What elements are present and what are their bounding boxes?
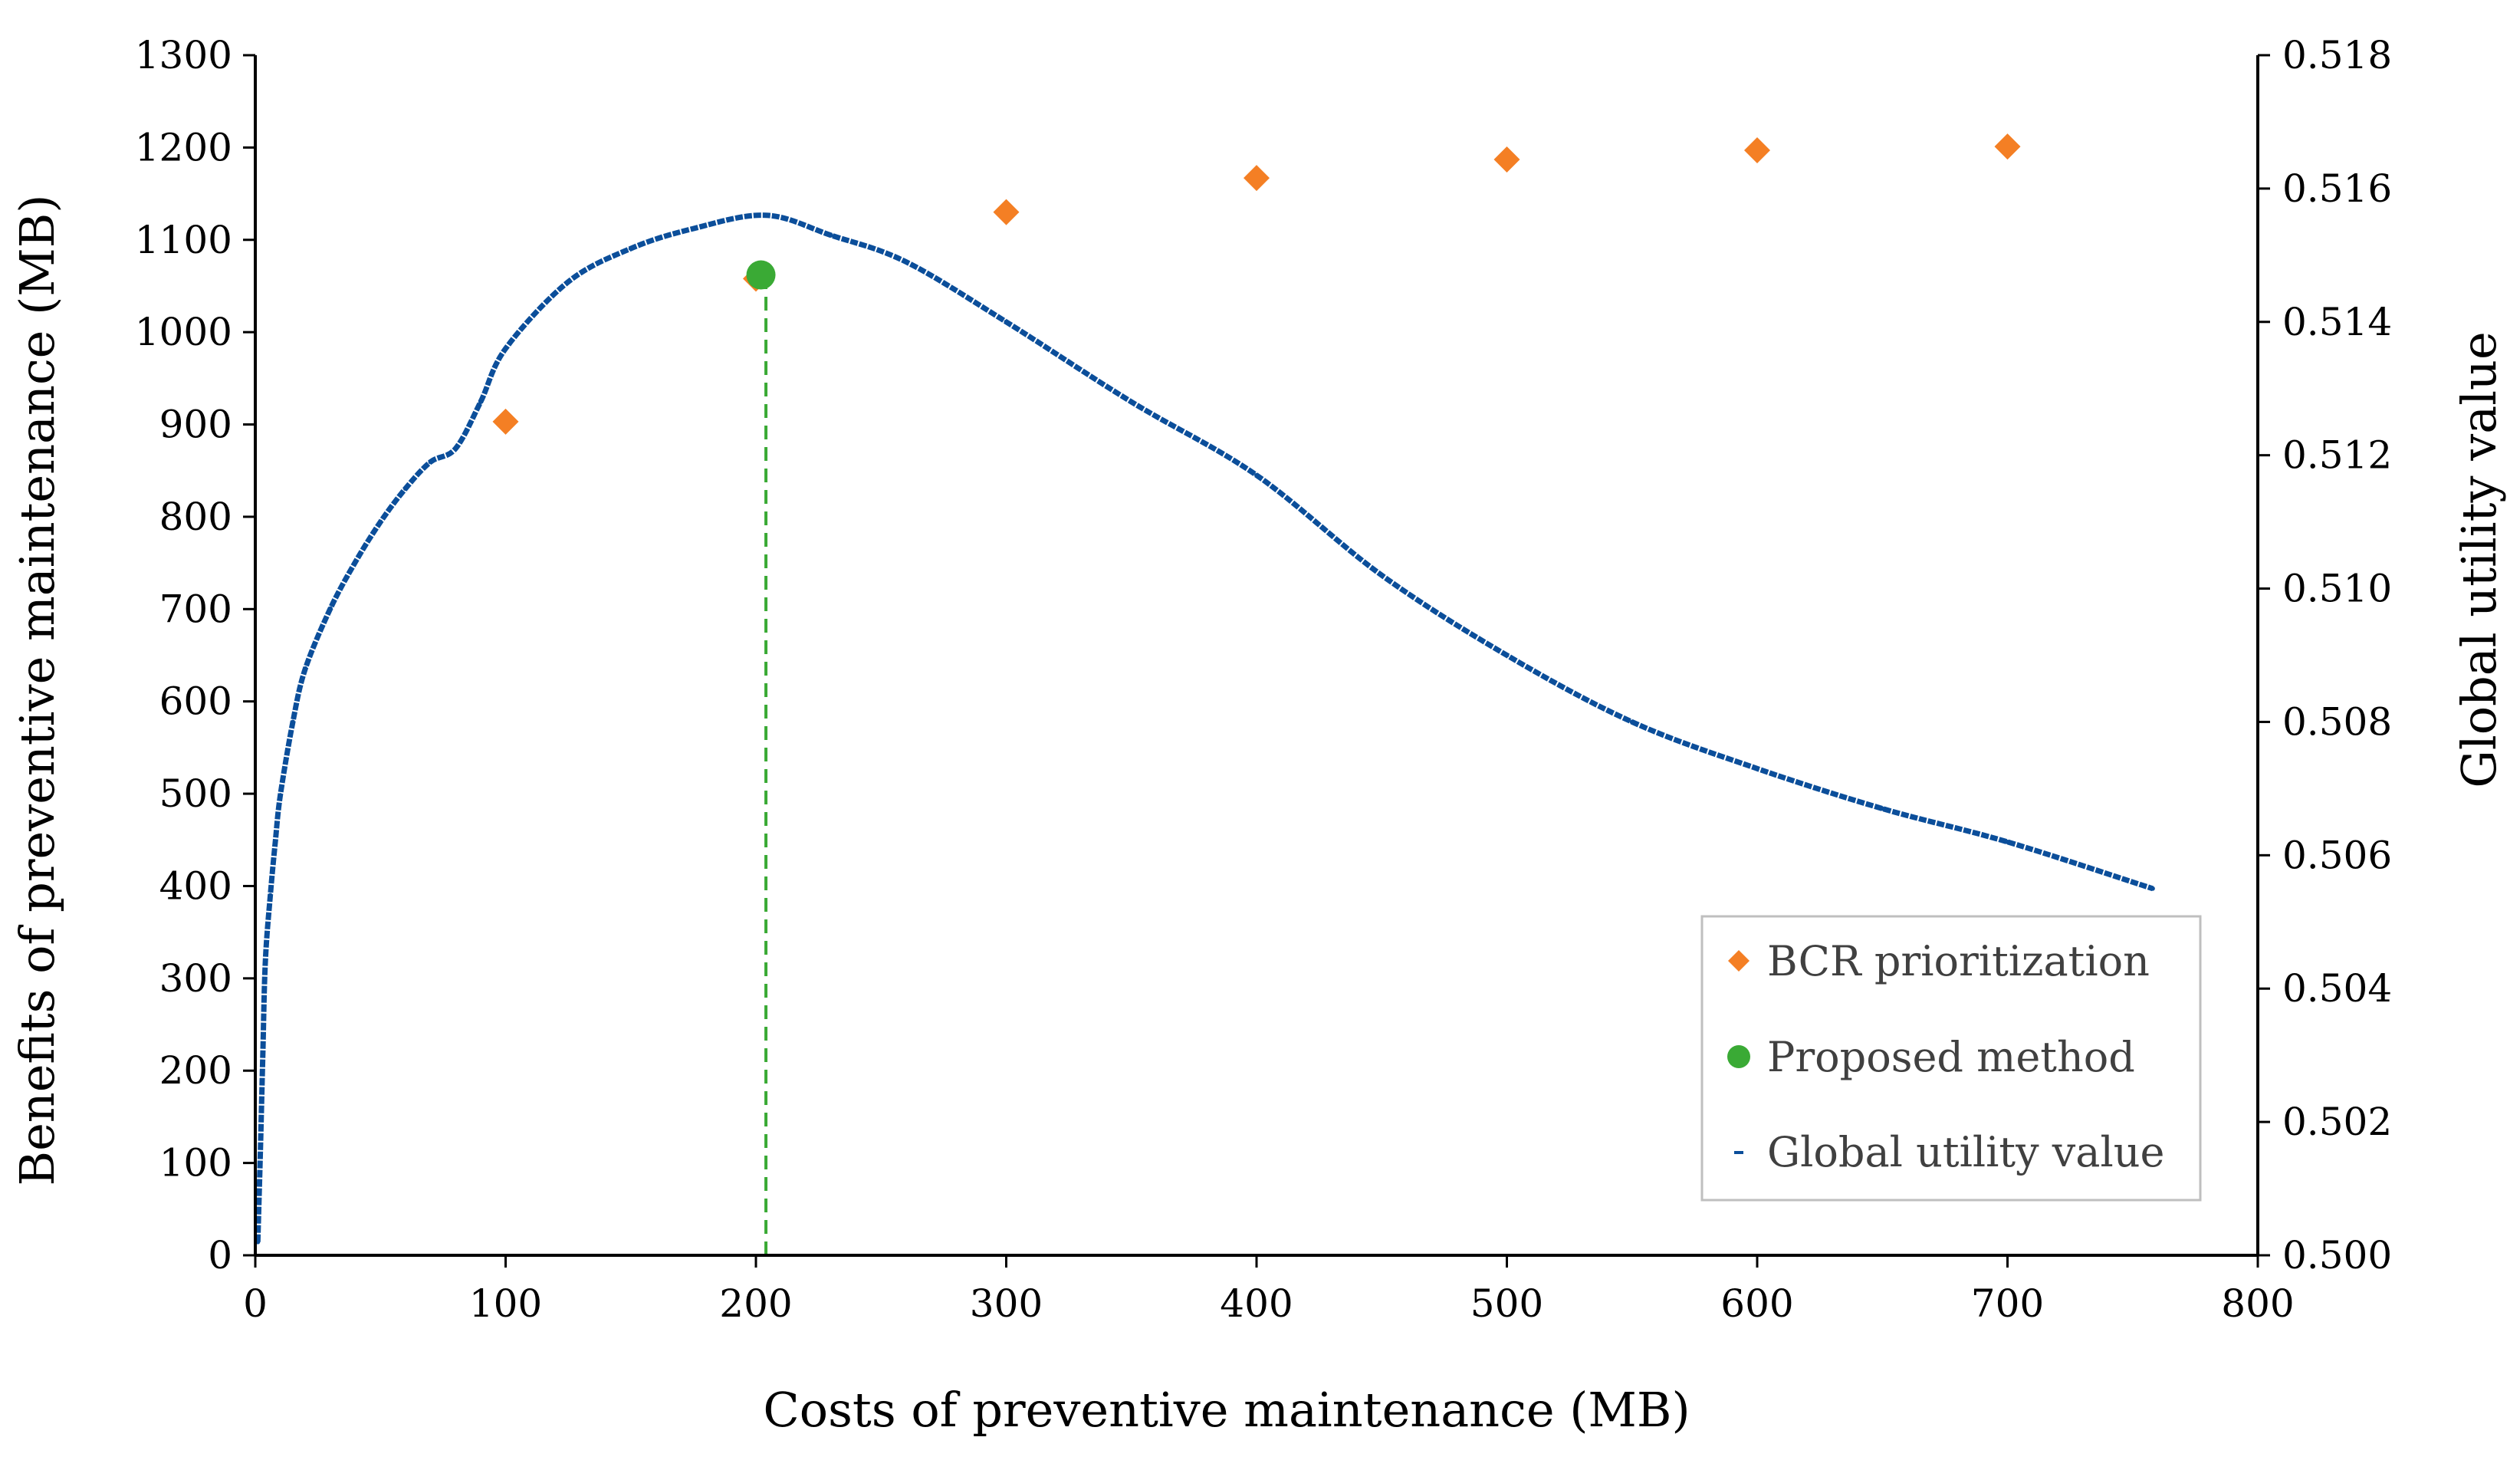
- utility-point: [453, 446, 458, 451]
- y-tick-label: 900: [159, 403, 232, 447]
- proposed-series: [746, 260, 776, 290]
- x-tick-label: 300: [970, 1281, 1043, 1326]
- bcr-point: [1493, 146, 1520, 173]
- y2-tick-label: 0.518: [2282, 33, 2392, 77]
- y-tick-label: 800: [159, 495, 232, 539]
- bcr-point: [492, 408, 519, 435]
- utility-point: [903, 259, 908, 265]
- y-tick-label: 1300: [135, 33, 232, 77]
- x-tick-label: 600: [1720, 1281, 1793, 1326]
- utility-point: [278, 793, 283, 798]
- legend-utility-label: Global utility value: [1767, 1128, 2164, 1176]
- legend-proposed-marker: [1727, 1045, 1750, 1068]
- utility-point: [1504, 653, 1510, 658]
- y2-tick-label: 0.508: [2282, 699, 2392, 744]
- utility-point: [828, 232, 833, 238]
- axes: 0 100 200 300 400 500 600 700 800 0 100 200 300 400 50…: [135, 33, 2392, 1326]
- x-tick-label: 800: [2221, 1281, 2294, 1326]
- y2-tick-label: 0.516: [2282, 166, 2392, 211]
- x-tick-label: 0: [243, 1281, 268, 1326]
- bcr-point: [993, 199, 1020, 225]
- utility-point: [2005, 839, 2010, 844]
- y2-tick-label: 0.504: [2282, 966, 2392, 1011]
- y2-tick-label: 0.512: [2282, 433, 2392, 478]
- utility-point: [503, 346, 508, 351]
- utility-point: [268, 893, 273, 898]
- utility-point: [263, 959, 268, 965]
- y-tick-label: 200: [159, 1048, 232, 1093]
- x-tick-label: 700: [1971, 1281, 2044, 1326]
- utility-point: [273, 839, 278, 844]
- utility-point: [260, 1053, 265, 1058]
- x-axis-title: Costs of preventive maintenance (MB): [763, 1382, 1690, 1438]
- bcr-series: [492, 133, 2021, 435]
- utility-point: [327, 606, 333, 611]
- y-tick-label: 0: [208, 1233, 232, 1278]
- utility-point: [566, 279, 571, 284]
- x-tick-label: 400: [1220, 1281, 1293, 1326]
- utility-point: [691, 226, 696, 232]
- proposed-point: [746, 260, 776, 290]
- utility-point: [303, 666, 308, 671]
- utility-point: [1129, 400, 1134, 405]
- bcr-point: [1244, 165, 1270, 192]
- bcr-point: [1994, 133, 2021, 160]
- y-tick-label: 1000: [135, 310, 232, 354]
- x-tick-label: 500: [1470, 1281, 1543, 1326]
- y2-axis-title: Global utility value: [2451, 331, 2507, 788]
- utility-point: [1004, 319, 1009, 324]
- y-tick-label: 300: [159, 956, 232, 1001]
- utility-point: [1629, 719, 1635, 725]
- utility-point: [428, 459, 433, 465]
- x-tick-label: 100: [469, 1281, 542, 1326]
- utility-point: [258, 1153, 263, 1158]
- y2-tick-label: 0.502: [2282, 1100, 2392, 1144]
- utility-point: [402, 486, 408, 492]
- utility-point: [628, 246, 633, 252]
- y-tick-label: 600: [159, 679, 232, 724]
- y2-tick-label: 0.514: [2282, 300, 2392, 344]
- utility-point: [1880, 806, 1885, 811]
- y-tick-label: 500: [159, 771, 232, 816]
- legend-box: [1700, 915, 2202, 1202]
- legend-proposed-label: Proposed method: [1767, 1033, 2135, 1081]
- utility-point: [1254, 472, 1259, 478]
- utility-point: [378, 519, 383, 525]
- utility-series: [255, 212, 2155, 1245]
- utility-point: [764, 212, 769, 218]
- legend: BCR prioritization Proposed method Globa…: [1700, 915, 2202, 1202]
- utility-point: [478, 400, 483, 405]
- utility-point: [1755, 766, 1759, 771]
- y2-tick-label: 0.506: [2282, 833, 2392, 877]
- y-tick-label: 400: [159, 863, 232, 908]
- y-tick-label: 700: [159, 587, 232, 631]
- y-tick-label: 100: [159, 1141, 232, 1186]
- utility-point: [2150, 886, 2155, 891]
- bcr-point: [1744, 136, 1770, 163]
- x-tick-label: 200: [719, 1281, 792, 1326]
- y-tick-label: 1100: [135, 218, 232, 262]
- legend-bcr-label: BCR prioritization: [1767, 937, 2150, 985]
- y-axis-title: Benefits of preventive maintenance (MB): [9, 195, 65, 1186]
- utility-point: [290, 719, 295, 725]
- utility-point: [1379, 573, 1385, 578]
- y2-tick-label: 0.510: [2282, 567, 2392, 611]
- y-tick-label: 1200: [135, 125, 232, 169]
- y2-tick-label: 0.500: [2282, 1233, 2392, 1278]
- utility-point: [353, 559, 358, 564]
- legend-bcr-marker: [1728, 950, 1750, 972]
